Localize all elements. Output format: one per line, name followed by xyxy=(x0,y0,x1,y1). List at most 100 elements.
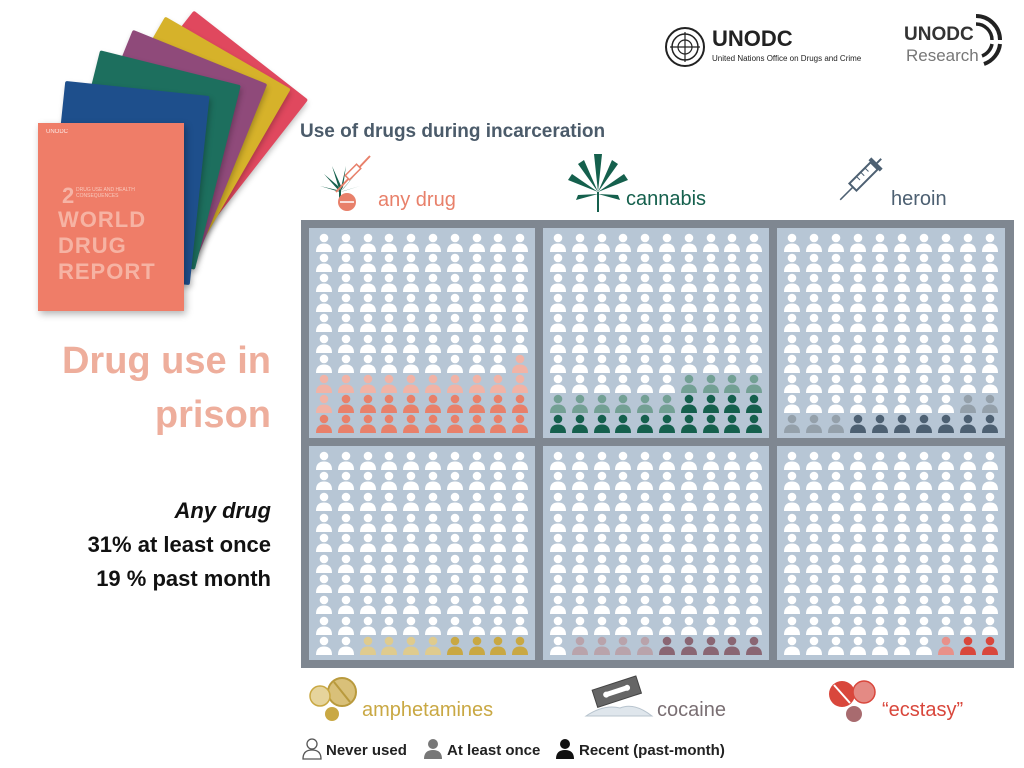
person-never-used-icon xyxy=(850,253,866,272)
person-never-used-icon xyxy=(702,533,719,553)
person-never-used-icon xyxy=(828,472,844,491)
person-never-used-icon xyxy=(982,451,998,470)
person-never-used-icon xyxy=(828,293,844,313)
person-never-used-icon xyxy=(381,533,398,553)
cover-subtitle: DRUG USE AND HEALTH CONSEQUENCES xyxy=(76,187,135,199)
person-never-used-icon xyxy=(982,354,998,373)
person-never-used-icon xyxy=(702,233,719,252)
person-never-used-icon xyxy=(746,253,763,272)
person-never-used-icon xyxy=(724,533,741,553)
person-recent-icon xyxy=(403,394,420,414)
person-at-least-once-icon xyxy=(615,636,632,656)
person-never-used-icon xyxy=(894,233,910,252)
person-never-used-icon xyxy=(446,451,463,470)
person-never-used-icon xyxy=(446,595,463,614)
person-never-used-icon xyxy=(938,374,954,393)
unodc-logo: UNODC United Nations Office on Drugs and… xyxy=(664,24,884,68)
person-never-used-icon xyxy=(872,273,888,292)
stat-heading: Any drug xyxy=(174,498,271,523)
person-never-used-icon xyxy=(337,233,354,252)
person-never-used-icon xyxy=(828,374,844,393)
person-recent-icon xyxy=(850,415,866,434)
any-drug-stats: Any drug 31% at least once 19 % past mon… xyxy=(11,494,271,596)
person-never-used-icon xyxy=(850,595,866,614)
person-never-used-icon xyxy=(702,472,719,491)
person-never-used-icon xyxy=(337,273,354,292)
person-never-used-icon xyxy=(872,451,888,470)
person-never-used-icon xyxy=(828,253,844,272)
person-recent-icon xyxy=(724,394,741,414)
person-never-used-icon xyxy=(637,575,654,594)
person-never-used-icon xyxy=(512,273,529,292)
person-never-used-icon xyxy=(549,451,566,470)
person-never-used-icon xyxy=(381,314,398,333)
person-never-used-icon xyxy=(315,554,332,573)
person-never-used-icon xyxy=(359,334,376,353)
person-at-least-once-icon xyxy=(637,394,654,414)
person-never-used-icon xyxy=(850,575,866,594)
person-recent-icon xyxy=(468,415,485,434)
person-never-used-icon xyxy=(894,273,910,292)
person-at-least-once-icon xyxy=(359,636,376,656)
person-at-least-once-icon xyxy=(593,394,610,414)
person-never-used-icon xyxy=(593,472,610,491)
person-never-used-icon xyxy=(872,616,888,635)
person-never-used-icon xyxy=(446,472,463,491)
person-recent-icon xyxy=(512,636,529,656)
person-never-used-icon xyxy=(615,374,632,393)
person-recent-icon xyxy=(446,636,463,656)
person-never-used-icon xyxy=(615,616,632,635)
person-never-used-icon xyxy=(381,293,398,313)
person-recent-icon xyxy=(337,415,354,434)
person-never-used-icon xyxy=(938,334,954,353)
person-never-used-icon xyxy=(593,554,610,573)
person-never-used-icon xyxy=(424,533,441,553)
person-never-used-icon xyxy=(571,554,588,573)
person-never-used-icon xyxy=(806,293,822,313)
person-never-used-icon xyxy=(806,334,822,353)
person-never-used-icon xyxy=(315,513,332,532)
person-never-used-icon xyxy=(658,451,675,470)
person-never-used-icon xyxy=(784,374,800,393)
person-never-used-icon xyxy=(337,451,354,470)
pills-icon xyxy=(309,677,357,721)
person-never-used-icon xyxy=(982,273,998,292)
person-at-least-once-icon xyxy=(982,394,998,414)
person-never-used-icon xyxy=(828,513,844,532)
person-never-used-icon xyxy=(702,253,719,272)
person-never-used-icon xyxy=(403,233,420,252)
person-never-used-icon xyxy=(512,513,529,532)
person-never-used-icon xyxy=(337,533,354,553)
person-never-used-icon xyxy=(637,233,654,252)
person-never-used-icon xyxy=(746,513,763,532)
person-never-used-icon xyxy=(702,554,719,573)
person-never-used-icon xyxy=(593,595,610,614)
person-never-used-icon xyxy=(359,575,376,594)
person-never-used-icon xyxy=(702,451,719,470)
person-never-used-icon xyxy=(960,293,976,313)
person-never-used-icon xyxy=(403,314,420,333)
person-recent-icon xyxy=(468,394,485,414)
person-recent-icon xyxy=(702,394,719,414)
person-never-used-icon xyxy=(784,354,800,373)
person-never-used-icon xyxy=(403,354,420,373)
person-never-used-icon xyxy=(571,253,588,272)
cannabis-leaf-icon xyxy=(568,154,628,212)
legend-recent-label: Recent (past-month) xyxy=(579,742,725,759)
person-never-used-icon xyxy=(468,293,485,313)
person-never-used-icon xyxy=(784,636,800,656)
person-never-used-icon xyxy=(490,554,507,573)
person-never-used-icon xyxy=(746,492,763,511)
person-never-used-icon xyxy=(403,554,420,573)
person-never-used-icon xyxy=(637,513,654,532)
person-never-used-icon xyxy=(593,451,610,470)
person-never-used-icon xyxy=(724,595,741,614)
legend-at-least-once-label: At least once xyxy=(447,742,541,759)
person-never-used-icon xyxy=(512,616,529,635)
person-recent-icon xyxy=(549,415,566,434)
person-never-used-icon xyxy=(615,513,632,532)
person-never-used-icon xyxy=(468,253,485,272)
person-never-used-icon xyxy=(593,233,610,252)
person-never-used-icon xyxy=(571,513,588,532)
person-recent-icon xyxy=(381,394,398,414)
